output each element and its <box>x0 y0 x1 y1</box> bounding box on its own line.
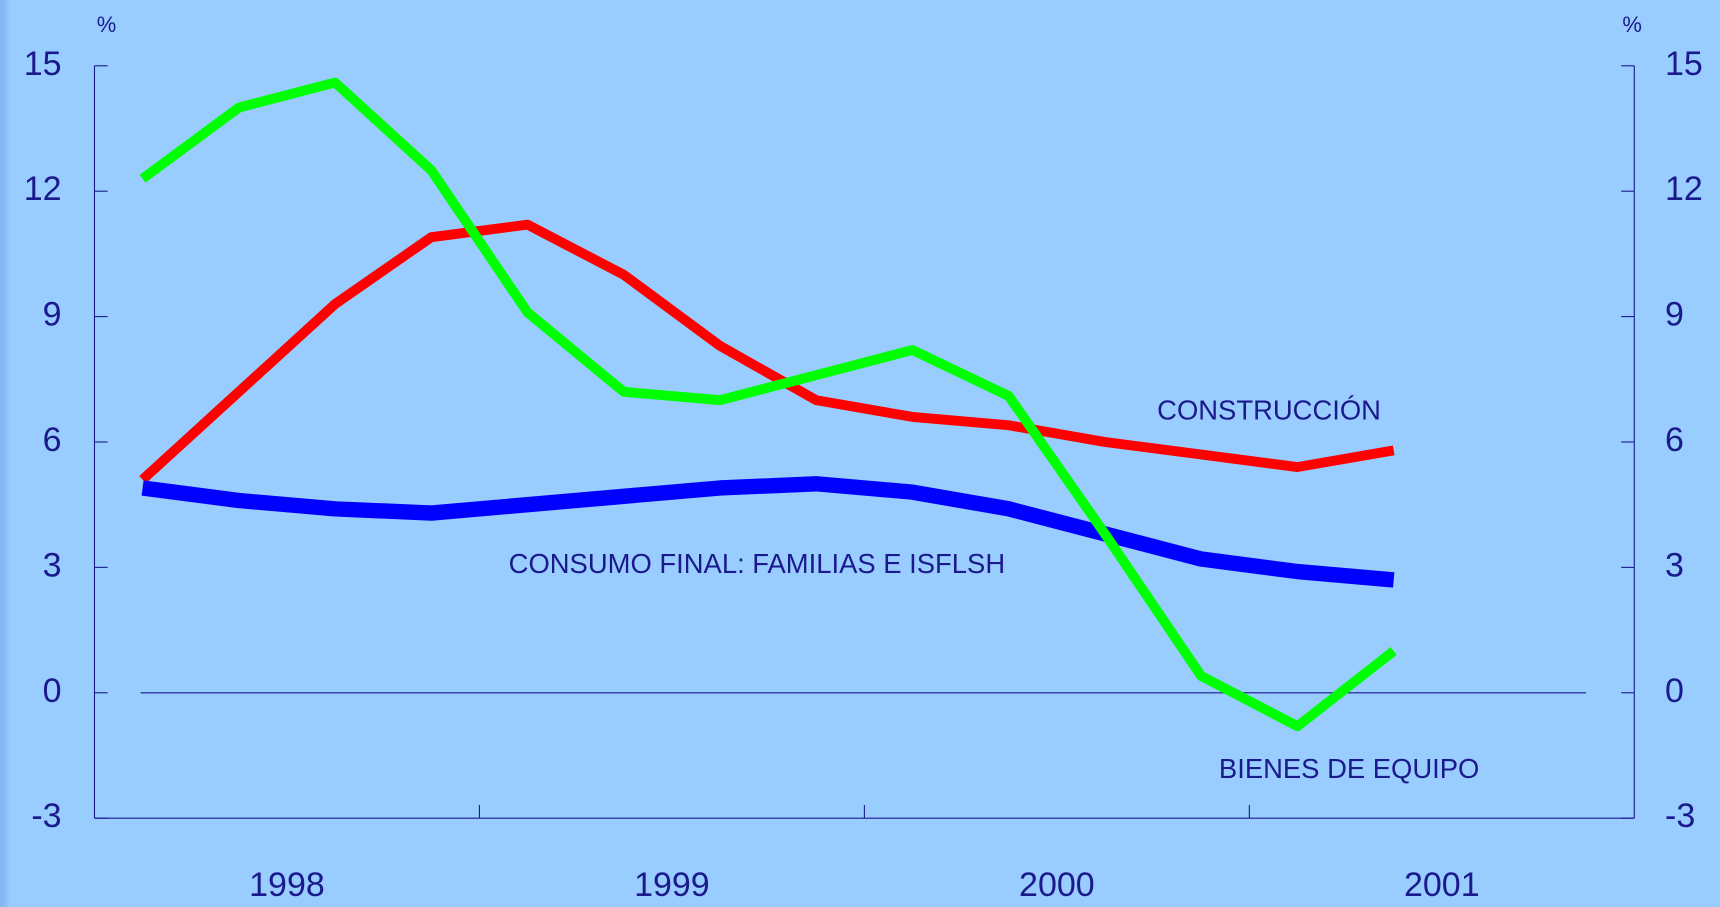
y2-tick-label: -3 <box>1665 797 1695 835</box>
x-tick-label: 2001 <box>1404 866 1480 904</box>
y2-tick-label: 12 <box>1665 170 1703 208</box>
y-tick-label: 9 <box>43 296 62 334</box>
y-tick-label: 15 <box>24 45 62 83</box>
y2-tick-label: 3 <box>1665 546 1684 584</box>
series-label: CONSUMO FINAL: FAMILIAS E ISFLSH <box>509 548 1005 579</box>
series-label: CONSTRUCCIÓN <box>1157 395 1381 426</box>
y2-tick-label: 15 <box>1665 45 1703 83</box>
series-line <box>141 476 1395 588</box>
y-tick-label: 3 <box>43 546 62 584</box>
y-tick-label: -3 <box>31 797 61 835</box>
series-label: BIENES DE EQUIPO <box>1219 753 1479 784</box>
edge <box>0 0 12 907</box>
x-tick-label: 1998 <box>249 866 325 904</box>
y-tick-label: 12 <box>24 170 62 208</box>
y2-tick-label: 6 <box>1665 421 1684 459</box>
x-tick-label: 1999 <box>634 866 710 904</box>
y-unit: % <box>97 12 117 37</box>
y2-tick-label: 0 <box>1665 672 1684 710</box>
series-line <box>139 219 1395 484</box>
y-tick-label: 0 <box>43 672 62 710</box>
y2-tick-label: 9 <box>1665 296 1684 334</box>
series-line <box>139 77 1397 732</box>
y2-unit: % <box>1622 12 1642 37</box>
x-tick-label: 2000 <box>1019 866 1095 904</box>
y-tick-label: 6 <box>43 421 62 459</box>
